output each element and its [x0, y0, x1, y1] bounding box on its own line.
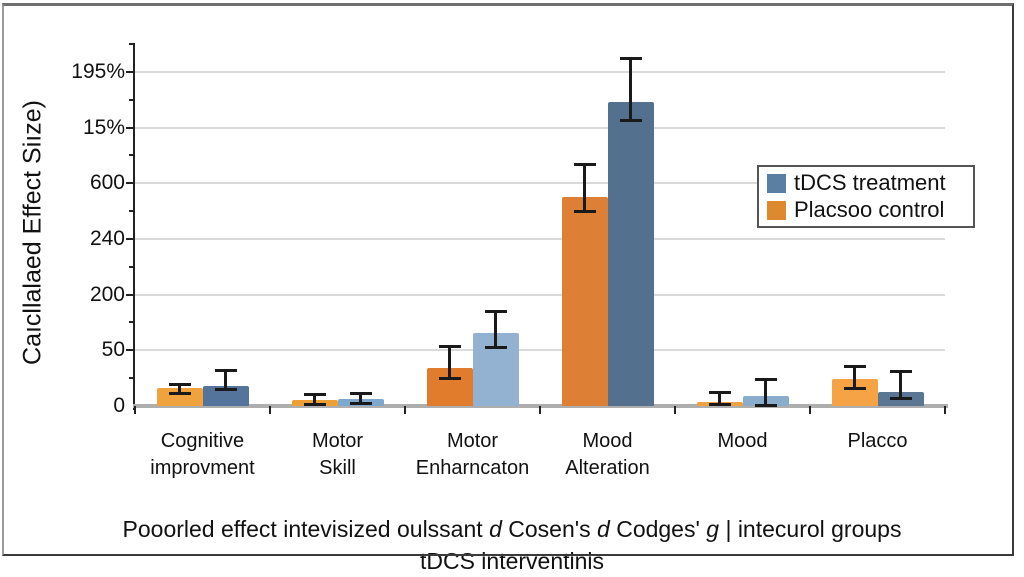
legend-swatch: [767, 200, 786, 220]
y-axis-minor-tick: [129, 154, 135, 157]
error-bar-cap-bottom: [168, 391, 191, 395]
y-axis-minor-tick: [129, 377, 135, 380]
y-axis-major-tick: [126, 237, 135, 240]
error-bar-line: [224, 370, 227, 390]
error-bar-line: [313, 393, 316, 404]
legend-item: tDCS treatment: [767, 171, 965, 195]
caption-segment: | intecurol groups: [719, 516, 902, 542]
error-bar-cap-bottom: [843, 387, 866, 391]
y-axis-tick-label: 50: [101, 338, 125, 362]
caption-segment: Codges': [609, 516, 707, 542]
caption-segment: d: [597, 516, 610, 542]
y-axis-tick-label: 600: [89, 171, 125, 195]
category-label: Mood Alteration: [565, 430, 650, 479]
y-axis-tick-label: 195%: [71, 59, 125, 83]
y-axis-minor-tick: [129, 43, 135, 46]
y-axis-major-tick: [126, 70, 135, 73]
error-bar-line: [583, 164, 586, 212]
gridline: [135, 126, 945, 129]
caption-segment: Pooorled effect intevisized oulssant: [122, 516, 490, 542]
error-bar-cap-top: [303, 392, 326, 396]
x-axis-tick: [809, 406, 811, 414]
legend-item: Placsoo control: [767, 198, 965, 222]
error-bar-cap-top: [619, 56, 642, 60]
category-label: Cognitive improvment: [150, 430, 255, 479]
caption-line-1: Pooorled effect intevisized oulssant d C…: [0, 513, 1024, 545]
error-bar-cap-bottom: [484, 345, 507, 349]
y-axis-major-tick: [126, 126, 135, 129]
gridline: [135, 349, 945, 352]
y-axis-tick-label: 0: [113, 394, 125, 417]
error-bar-cap-bottom: [303, 402, 326, 406]
error-bar-cap-top: [484, 310, 507, 314]
error-bar-cap-top: [889, 370, 912, 374]
error-bar-cap-bottom: [349, 401, 372, 405]
y-axis-tick-label: 15%: [82, 115, 125, 139]
legend-label: tDCS treatment: [794, 170, 946, 195]
error-bar-cap-top: [438, 344, 461, 348]
error-bar-cap-top: [349, 391, 372, 395]
gridline: [135, 293, 945, 296]
caption: Pooorled effect intevisized oulssant d C…: [0, 513, 1024, 577]
legend-label: Placsoo control: [794, 197, 945, 222]
category-label: Motor Enharncaton: [415, 430, 530, 479]
caption-line-2: tDCS interventinis: [419, 548, 605, 574]
gridline: [135, 182, 945, 185]
y-axis-minor-tick: [129, 98, 135, 101]
x-axis-tick: [404, 406, 406, 414]
y-axis-line: [133, 45, 135, 410]
caption-segment: d: [489, 516, 502, 542]
error-bar-line: [899, 371, 902, 399]
category-label: Motor Skill: [311, 430, 364, 479]
x-axis-tick: [944, 406, 946, 414]
category-label: Mood: [717, 430, 768, 452]
y-axis-tick-label: 200: [89, 282, 125, 306]
error-bar-cap-top: [168, 382, 191, 386]
bar-placebo: [156, 388, 203, 406]
error-bar-cap-bottom: [573, 210, 596, 214]
error-bar-line: [178, 383, 181, 393]
legend: tDCS treatment Placsoo control: [757, 165, 975, 228]
error-bar-cap-top: [708, 390, 731, 394]
bar-tdcs: [607, 102, 654, 406]
error-bar-cap-bottom: [708, 402, 731, 406]
error-bar-cap-bottom: [619, 118, 642, 122]
error-bar-cap-top: [214, 369, 237, 373]
error-bar-line: [359, 392, 362, 403]
error-bar-line: [494, 311, 497, 347]
x-axis-tick: [539, 406, 541, 414]
y-axis-minor-tick: [129, 265, 135, 268]
caption-segment: Cosen's: [501, 516, 598, 542]
x-axis-tick: [134, 406, 136, 414]
error-bar-cap-bottom: [438, 377, 461, 381]
y-axis-major-tick: [126, 182, 135, 185]
error-bar-cap-top: [573, 163, 596, 167]
error-bar-line: [718, 391, 721, 404]
bar-placebo: [561, 196, 608, 406]
x-axis-tick: [269, 406, 271, 414]
category-label: Placco: [847, 430, 908, 452]
gridline: [135, 237, 945, 240]
legend-swatch: [767, 173, 786, 193]
error-bar-line: [853, 365, 856, 389]
caption-segment: g: [706, 516, 720, 542]
y-axis-tick-label: 240: [89, 226, 125, 250]
error-bar-cap-bottom: [754, 403, 777, 407]
y-axis-major-tick: [126, 349, 135, 352]
error-bar-cap-bottom: [889, 397, 912, 401]
y-axis-minor-tick: [129, 210, 135, 213]
bar-chart: Caıcllalaed Effect Siıze) 0 50 200 240 600 15…: [2, 3, 1014, 574]
bar-tdcs: [202, 385, 249, 406]
error-bar-cap-top: [843, 364, 866, 368]
y-axis-minor-tick: [129, 321, 135, 324]
error-bar-line: [448, 345, 451, 379]
error-bar-line: [629, 57, 632, 120]
x-axis-tick: [674, 406, 676, 414]
error-bar-cap-bottom: [214, 388, 237, 392]
gridline: [135, 70, 945, 73]
y-axis-major-tick: [126, 293, 135, 296]
error-bar-line: [764, 379, 767, 405]
error-bar-cap-top: [754, 378, 777, 382]
